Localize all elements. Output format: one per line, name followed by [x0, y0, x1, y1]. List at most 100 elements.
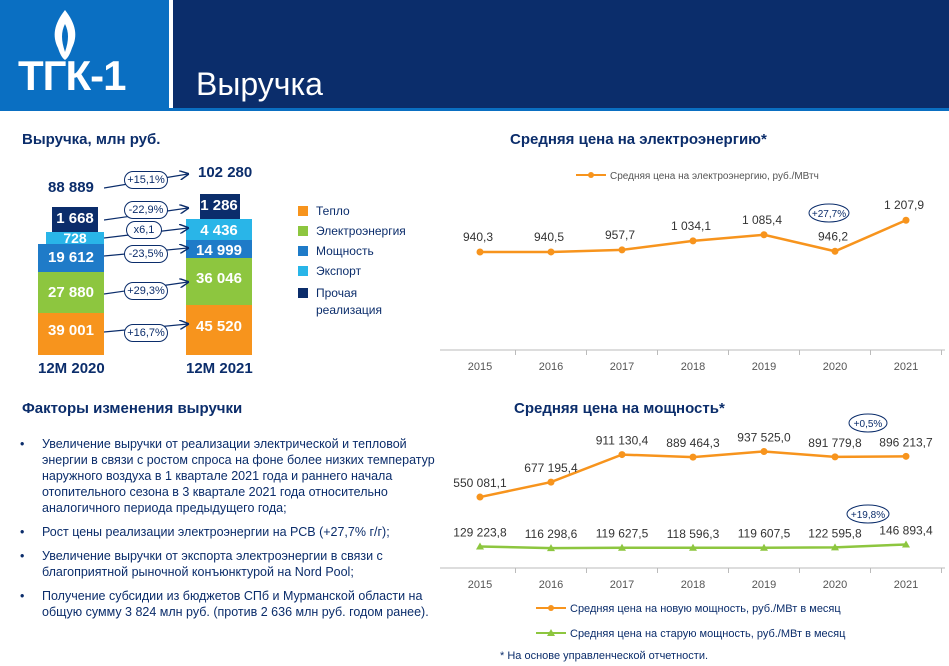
data-point — [689, 453, 697, 461]
x-tick-label: 2019 — [752, 361, 776, 373]
data-label: 677 195,4 — [524, 461, 578, 475]
change-label: +27,7% — [812, 209, 846, 220]
data-label: 118 596,3 — [667, 527, 720, 541]
bar-label: 45 520 — [196, 318, 242, 335]
data-label: 940,3 — [463, 230, 493, 244]
x-tick-label: 2018 — [681, 361, 705, 373]
electricity-chart-title: Средняя цена на электроэнергию* — [510, 131, 767, 148]
x-tick-label: 2015 — [468, 361, 492, 373]
data-point — [618, 543, 626, 551]
total-2020: 88 889 — [48, 179, 94, 196]
data-point — [831, 453, 839, 461]
data-point — [760, 543, 768, 551]
data-point — [618, 246, 626, 254]
legend-item: Мощность — [316, 244, 374, 258]
legend-swatch — [298, 266, 308, 276]
data-label: 1 085,4 — [742, 213, 782, 227]
data-label: 937 525,0 — [737, 430, 791, 444]
year-label-2021: 12M 2021 — [186, 360, 253, 377]
change-label: +19,8% — [851, 510, 885, 521]
list-item: Увеличение выручки от реализации электри… — [18, 436, 438, 516]
bar-label: 27 880 — [48, 284, 94, 301]
total-2021: 102 280 — [198, 164, 253, 181]
data-label: 946,2 — [818, 229, 848, 243]
x-tick-label: 2016 — [539, 361, 563, 373]
bar-label: 1 286 — [200, 197, 238, 214]
bar-export-2021 — [186, 219, 252, 240]
data-point — [689, 543, 697, 551]
data-point — [902, 452, 910, 460]
x-tick-label: 2015 — [468, 579, 492, 591]
title-bar — [173, 0, 949, 108]
bar-label: 19 612 — [48, 249, 94, 266]
capacity-price-chart: 2015 2016 2017 2018 2019 2020 2021 550 081,1 677… — [440, 413, 945, 640]
data-label: 119 607,5 — [738, 527, 791, 541]
x-tick-label: 2021 — [894, 579, 918, 591]
revenue-title: Выручка, млн руб. — [22, 131, 161, 148]
legend-item: Экспорт — [316, 264, 362, 278]
header-divider — [0, 108, 949, 111]
bar-capacity-2021 — [186, 240, 252, 258]
data-point — [476, 493, 484, 501]
bar-export-2020 — [46, 232, 104, 244]
legend-label: Средняя цена на новую мощность, руб./МВт… — [570, 603, 841, 615]
list-item: Увеличение выручки от экспорта электроэн… — [18, 548, 438, 580]
legend-item: Прочая — [316, 286, 358, 300]
x-tick-label: 2020 — [823, 361, 847, 373]
bar-electricity-2021 — [186, 258, 252, 305]
change-pill — [808, 203, 850, 223]
legend-label: Средняя цена на электроэнергию, руб./МВт… — [610, 170, 819, 182]
data-label: 116 298,6 — [525, 527, 578, 541]
bar-electricity-2020 — [38, 272, 104, 313]
data-point — [476, 248, 484, 256]
bar-label: 4 436 — [200, 222, 238, 239]
data-label: 122 595,8 — [808, 526, 862, 540]
bar-heat-2020 — [38, 313, 104, 355]
data-point — [547, 544, 555, 552]
change-pill: +16,7% — [124, 324, 168, 342]
data-point — [689, 237, 697, 245]
logo-text: ТГК-1 — [18, 52, 126, 99]
data-label: 940,5 — [534, 230, 564, 244]
data-point — [476, 542, 484, 550]
page-title: Выручка — [196, 66, 323, 102]
bar-label: 728 — [63, 230, 87, 246]
bar-label: 14 999 — [196, 242, 242, 259]
bar-label: 39 001 — [48, 322, 94, 339]
data-point — [618, 451, 626, 459]
list-item: Получение субсидии из бюджетов СПб и Мур… — [18, 588, 438, 620]
data-point — [902, 216, 910, 224]
legend-marker — [547, 629, 555, 636]
legend-item: Тепло — [316, 204, 350, 218]
x-tick-label: 2016 — [539, 579, 563, 591]
x-tick-label: 2017 — [610, 361, 634, 373]
bar-other-2020 — [52, 207, 98, 232]
data-label: 891 779,8 — [808, 436, 862, 450]
flame-icon — [54, 10, 76, 60]
logo — [0, 0, 169, 108]
bar-heat-2021 — [186, 305, 252, 355]
legend-swatch — [298, 288, 308, 298]
x-tick-label: 2021 — [894, 361, 918, 373]
data-label: 1 207,9 — [884, 198, 924, 212]
data-label: 129 223,8 — [453, 526, 507, 540]
data-label: 550 081,1 — [453, 476, 507, 490]
change-pill: -22,9% — [124, 201, 168, 219]
factors-list: Увеличение выручки от реализации электри… — [18, 436, 438, 628]
change-pill: +15,1% — [124, 171, 168, 189]
data-point — [547, 478, 555, 486]
change-pill: x6,1 — [126, 221, 162, 239]
bar-capacity-2020 — [38, 244, 104, 272]
bar-other-2021 — [200, 194, 240, 219]
data-label: 957,7 — [605, 228, 635, 242]
capacity-chart-title: Средняя цена на мощность* — [514, 400, 725, 417]
change-pill: +29,3% — [124, 282, 168, 300]
footnote: * На основе управленческой отчетности. — [500, 650, 709, 662]
factors-title: Факторы изменения выручки — [22, 400, 243, 417]
electricity-price-chart: Средняя цена на электроэнергию, руб./МВт… — [440, 170, 945, 373]
legend-marker — [588, 172, 594, 178]
data-label: 911 130,4 — [596, 434, 649, 448]
bar-label: 1 668 — [56, 210, 94, 227]
data-point — [831, 543, 839, 551]
legend-item: Электроэнергия — [316, 224, 406, 238]
